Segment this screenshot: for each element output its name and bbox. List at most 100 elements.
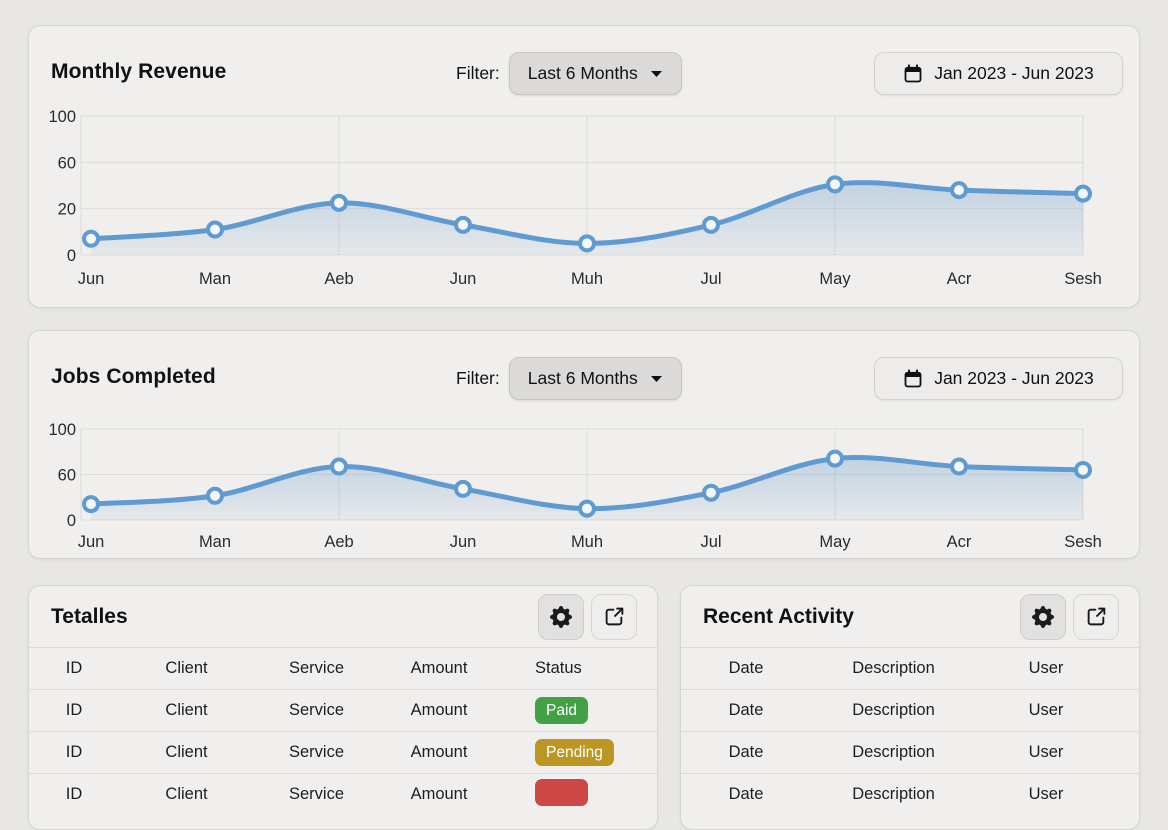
table-cell: User <box>1028 743 1064 761</box>
table-cell: Amount <box>410 785 468 803</box>
card-title: Monthly Revenue <box>51 60 227 83</box>
x-axis-label: Jul <box>700 270 721 288</box>
table-cell: Date <box>728 701 764 719</box>
y-axis-label: 100 <box>48 421 76 439</box>
settings-button[interactable] <box>1020 593 1066 640</box>
settings-button[interactable] <box>538 593 584 640</box>
table-cell: Description <box>852 701 935 719</box>
table-row: Date Description User <box>681 773 1139 815</box>
data-point <box>330 193 348 212</box>
x-axis-label: Man <box>199 533 231 551</box>
date-range-value: Jan 2023 - Jun 2023 <box>934 63 1094 83</box>
table-cell: Paid <box>499 697 657 724</box>
x-axis-label: Jul <box>700 533 721 551</box>
data-point <box>578 499 596 518</box>
export-icon <box>605 607 623 626</box>
table-cell: Amount <box>410 701 468 719</box>
table-row: ID Client Service Amount Paid <box>29 689 657 731</box>
table-cell: User <box>1028 701 1064 719</box>
tetalles-table: ID Client Service Amount Status ID Client Servi… <box>29 647 657 815</box>
table-row: Date Description User <box>681 689 1139 731</box>
filter-group: Filter: Last 6 Months <box>456 52 682 95</box>
filter-dropdown[interactable]: Last 6 Months <box>508 357 682 400</box>
x-axis-label: Muh <box>571 270 603 288</box>
filter-dropdown[interactable]: Last 6 Months <box>508 52 682 95</box>
data-point <box>950 457 968 476</box>
x-axis-label: Jun <box>78 533 105 551</box>
data-point <box>702 483 720 502</box>
table-cell: Service <box>288 659 345 677</box>
table-cell: Date <box>728 659 764 677</box>
status-badge: Paid <box>535 697 589 724</box>
chart-area <box>91 182 1083 255</box>
x-axis-label: Jun <box>450 533 477 551</box>
chart-area <box>91 457 1083 520</box>
data-point <box>826 449 844 468</box>
table-cell: User <box>1028 659 1064 677</box>
chart-line <box>88 455 1086 512</box>
x-axis-label: Aeb <box>324 270 353 288</box>
table-cell: Date <box>728 743 764 761</box>
date-range-button[interactable]: Jan 2023 - Jun 2023 <box>874 52 1123 95</box>
table-cell: Client <box>165 701 208 719</box>
status-badge <box>535 778 588 806</box>
data-point <box>1074 184 1092 203</box>
x-axis-label: Jun <box>450 270 477 288</box>
card-header: Recent Activity <box>681 586 1139 647</box>
x-axis-label: Muh <box>571 533 603 551</box>
y-axis-label: 0 <box>67 247 76 265</box>
x-axis-label: May <box>819 270 851 288</box>
table-cell: Amount <box>410 659 468 677</box>
table-cell: ID <box>65 659 83 677</box>
table-cell: User <box>1028 785 1064 803</box>
table-cell: Description <box>852 785 935 803</box>
data-point <box>454 479 472 498</box>
monthly-revenue-card: Monthly Revenue Filter: Last 6 Months Ja… <box>28 25 1140 308</box>
data-point <box>454 215 472 234</box>
filter-dropdown-value: Last 6 Months <box>527 63 638 83</box>
filter-group: Filter: Last 6 Months <box>456 357 682 400</box>
data-point <box>578 234 596 253</box>
table-cell: Date <box>728 785 764 803</box>
y-axis-label: 60 <box>58 154 76 172</box>
table-cell: Client <box>165 659 208 677</box>
chart-line <box>88 180 1086 246</box>
date-range-button[interactable]: Jan 2023 - Jun 2023 <box>874 357 1123 400</box>
y-axis-label: 100 <box>48 108 76 126</box>
table-cell: Description <box>852 743 935 761</box>
table-row: Date Description User <box>681 731 1139 773</box>
x-axis-label: Acr <box>947 270 972 288</box>
table-cell: Service <box>288 743 345 761</box>
table-cell: Pending <box>499 739 657 766</box>
table-row: ID Client Service Amount <box>29 773 657 815</box>
activity-table: Date Description User Date Description User Da… <box>681 647 1139 815</box>
table-header-row: ID Client Service Amount Status <box>29 647 657 689</box>
table-row: ID Client Service Amount Pending <box>29 731 657 773</box>
data-point <box>82 495 100 514</box>
chevron-down-icon <box>650 375 662 382</box>
table-header-row: Date Description User <box>681 647 1139 689</box>
x-axis-label: Sesh <box>1064 270 1102 288</box>
gear-icon <box>550 605 572 628</box>
table-cell <box>499 778 657 811</box>
x-axis-label: May <box>819 533 851 551</box>
export-button[interactable] <box>591 593 637 640</box>
filter-dropdown-value: Last 6 Months <box>527 368 638 388</box>
table-cell: ID <box>65 743 83 761</box>
table-cell: Client <box>165 785 208 803</box>
data-point <box>702 215 720 234</box>
table-cell: ID <box>65 785 83 803</box>
date-range-value: Jan 2023 - Jun 2023 <box>934 368 1094 388</box>
x-axis-label: Acr <box>947 533 972 551</box>
data-point <box>1074 460 1092 479</box>
x-axis-label: Man <box>199 270 231 288</box>
y-axis-label: 60 <box>58 467 76 485</box>
table-cell: Description <box>852 659 935 677</box>
data-point <box>206 486 224 505</box>
card-title: Tetalles <box>51 604 128 628</box>
table-cell: Service <box>288 701 345 719</box>
calendar-icon <box>904 368 922 387</box>
data-point <box>206 220 224 239</box>
export-button[interactable] <box>1073 593 1119 640</box>
table-cell: Status <box>535 659 582 677</box>
